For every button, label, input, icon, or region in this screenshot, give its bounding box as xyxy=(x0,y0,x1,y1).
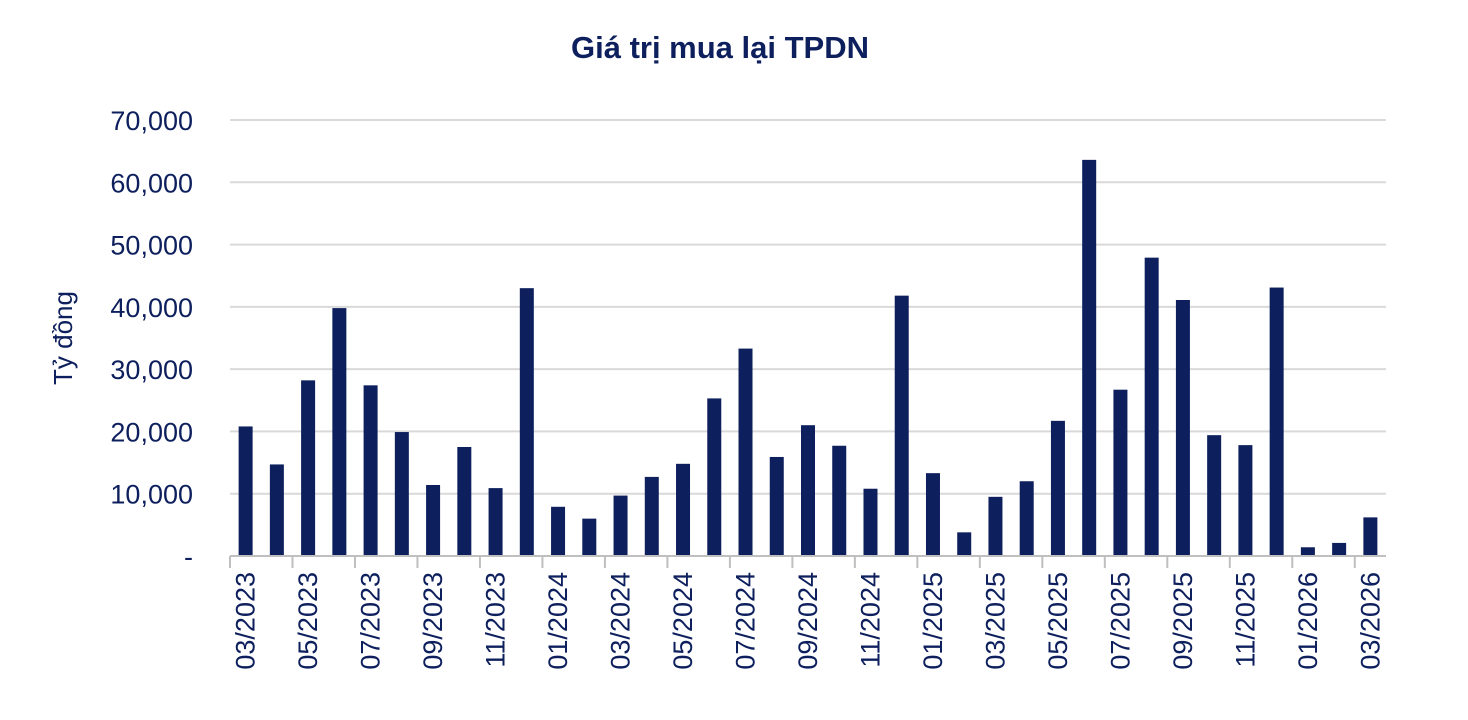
bar-03-2025 xyxy=(988,496,1003,556)
bars xyxy=(238,159,1378,556)
x-tick-label: 11/2025 xyxy=(1230,572,1260,668)
bar-11-2025 xyxy=(1238,445,1253,556)
x-tick-label: 07/2024 xyxy=(731,572,761,670)
bar-01-2024 xyxy=(551,506,566,556)
bar-05-2025 xyxy=(1050,420,1065,556)
bar-02-2025 xyxy=(957,532,972,556)
bar-06-2023 xyxy=(332,308,347,556)
bar-07-2024 xyxy=(738,348,753,556)
y-tick-label: 20,000 xyxy=(110,417,193,447)
x-tick-label: 03/2026 xyxy=(1355,572,1385,670)
bar-06-2024 xyxy=(707,398,722,556)
x-tick-label: 09/2024 xyxy=(793,572,823,670)
bar-07-2025 xyxy=(1113,389,1128,556)
y-tick-label: 60,000 xyxy=(110,168,193,198)
x-tick-label: 03/2023 xyxy=(231,572,261,670)
bar-12-2025 xyxy=(1269,287,1284,556)
y-tick-label: 10,000 xyxy=(110,480,193,510)
bar-09-2025 xyxy=(1175,300,1190,556)
bar-10-2024 xyxy=(832,445,847,556)
y-axis-ticks: 70,000 60,000 50,000 40,000 30,000 20,000 10,0… xyxy=(110,106,193,572)
x-tick-label: 11/2023 xyxy=(481,572,511,668)
bar-06-2025 xyxy=(1082,159,1097,556)
bar-03-2026 xyxy=(1363,517,1378,556)
bar-11-2024 xyxy=(863,488,878,556)
y-tick-label: 30,000 xyxy=(110,355,193,385)
y-tick-label: 40,000 xyxy=(110,293,193,323)
x-tick-label: 07/2023 xyxy=(356,572,386,670)
bar-10-2025 xyxy=(1207,435,1222,556)
x-tick-label: 01/2026 xyxy=(1293,572,1323,670)
bar-03-2024 xyxy=(613,495,628,556)
x-tick-label: 03/2025 xyxy=(980,572,1010,670)
y-tick-label: 70,000 xyxy=(110,106,193,136)
x-tick-label: 09/2025 xyxy=(1168,572,1198,670)
bar-04-2024 xyxy=(644,476,659,556)
bar-01-2025 xyxy=(925,473,940,556)
x-tick-label: 01/2024 xyxy=(543,572,573,670)
bar-09-2024 xyxy=(801,425,815,556)
x-tick-label: 11/2024 xyxy=(855,572,885,668)
x-axis-ticks: 03/2023 05/2023 07/2023 09/2023 11/2023 01/20… xyxy=(229,556,1385,670)
bar-10-2023 xyxy=(457,447,472,556)
y-axis-label: Tỷ đồng xyxy=(48,291,78,385)
x-tick-label: 05/2024 xyxy=(668,572,698,670)
bar-03-2023 xyxy=(238,426,253,556)
bar-07-2023 xyxy=(363,385,378,556)
bar-12-2023 xyxy=(519,288,534,556)
bar-05-2023 xyxy=(301,380,316,556)
bar-02-2026 xyxy=(1332,542,1347,556)
y-tick-label: - xyxy=(184,542,193,572)
bar-12-2024 xyxy=(894,295,909,556)
x-tick-label: 03/2024 xyxy=(606,572,636,670)
bar-11-2023 xyxy=(488,488,503,556)
bar-08-2024 xyxy=(769,456,784,556)
bar-02-2024 xyxy=(582,518,597,556)
y-tick-label: 50,000 xyxy=(110,231,193,261)
bar-04-2023 xyxy=(269,464,284,556)
chart-title: Giá trị mua lại TPDN xyxy=(571,30,869,65)
bar-08-2025 xyxy=(1144,257,1159,556)
x-tick-label: 01/2025 xyxy=(918,572,948,670)
bar-05-2024 xyxy=(676,463,691,556)
x-tick-label: 05/2023 xyxy=(293,572,323,670)
bar-04-2025 xyxy=(1019,481,1034,556)
bar-08-2023 xyxy=(394,432,409,556)
bar-09-2023 xyxy=(426,484,441,556)
x-tick-label: 05/2025 xyxy=(1043,572,1073,670)
bar-01-2026 xyxy=(1300,547,1315,556)
x-tick-label: 09/2023 xyxy=(418,572,448,670)
x-tick-label: 07/2025 xyxy=(1105,572,1135,670)
